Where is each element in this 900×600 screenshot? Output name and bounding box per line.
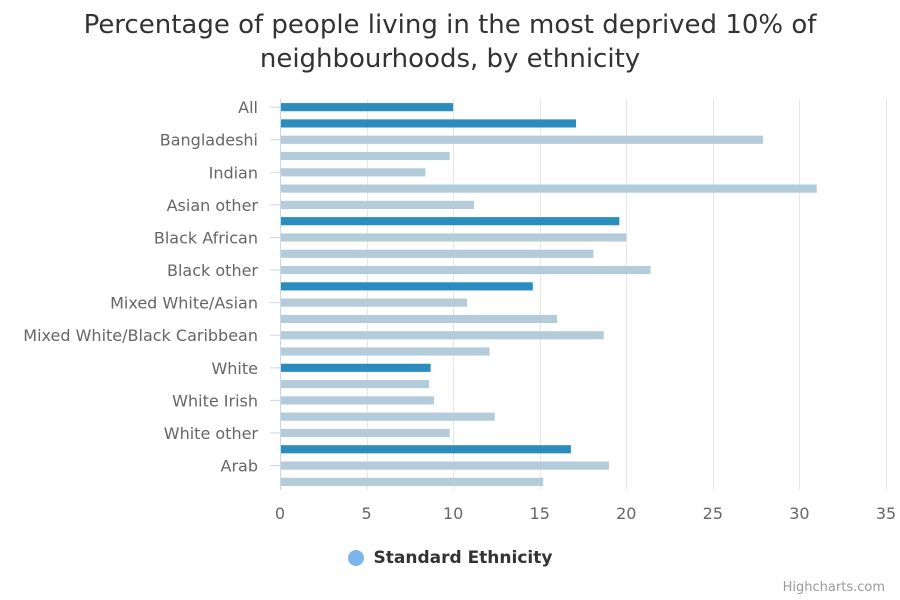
legend-dot-icon xyxy=(347,550,364,566)
bar[interactable] xyxy=(280,168,426,177)
category-label: White Irish xyxy=(172,391,258,410)
category-label: White xyxy=(211,359,258,378)
legend-label: Standard Ethnicity xyxy=(373,548,553,568)
chart-title-line-1: Percentage of people living in the most … xyxy=(83,10,817,40)
bar[interactable] xyxy=(280,217,620,226)
category-label: Black other xyxy=(167,261,258,280)
x-tick-label: 20 xyxy=(616,504,636,523)
category-label: Asian other xyxy=(167,196,259,215)
bar[interactable] xyxy=(280,119,577,128)
bar[interactable] xyxy=(280,298,467,307)
chart-title: Percentage of people living in the most … xyxy=(0,8,900,76)
bar[interactable] xyxy=(280,331,604,340)
bar[interactable] xyxy=(280,477,544,486)
bar[interactable] xyxy=(280,363,431,372)
x-tick-label: 25 xyxy=(703,504,723,523)
bar[interactable] xyxy=(280,151,450,161)
bar[interactable] xyxy=(280,282,533,291)
bar[interactable] xyxy=(280,347,490,356)
legend: Standard Ethnicity xyxy=(0,548,900,570)
x-tick-label: 35 xyxy=(876,504,896,523)
bar[interactable] xyxy=(280,380,429,389)
credits-link[interactable]: Highcharts.com xyxy=(782,580,885,595)
category-label: All xyxy=(238,98,258,117)
bar[interactable] xyxy=(280,445,571,454)
x-tick-label: 10 xyxy=(443,504,463,523)
bar[interactable] xyxy=(280,184,817,193)
x-tick-label: 5 xyxy=(361,504,371,523)
bar[interactable] xyxy=(280,103,454,112)
bar[interactable] xyxy=(280,200,474,209)
bar[interactable] xyxy=(280,249,594,258)
category-label: Black African xyxy=(154,228,258,247)
bar[interactable] xyxy=(280,233,627,242)
category-label: White other xyxy=(164,424,259,443)
bar[interactable] xyxy=(280,461,609,470)
bar[interactable] xyxy=(280,396,435,405)
x-tick-label: 15 xyxy=(530,504,550,523)
category-label: Mixed White/Black Caribbean xyxy=(23,326,258,345)
category-label: Mixed White/Asian xyxy=(110,294,258,313)
x-tick-label: 0 xyxy=(275,504,285,523)
category-label: Indian xyxy=(209,163,258,182)
category-label: Bangladeshi xyxy=(160,131,258,150)
bar[interactable] xyxy=(280,265,651,275)
x-tick-label: 30 xyxy=(789,504,809,523)
category-label: Arab xyxy=(221,457,258,476)
legend-item-standard-ethnicity[interactable]: Standard Ethnicity xyxy=(347,548,553,568)
bar[interactable] xyxy=(280,428,450,438)
bar[interactable] xyxy=(280,412,495,421)
bar[interactable] xyxy=(280,135,764,144)
bar[interactable] xyxy=(280,314,558,324)
chart-title-line-2: neighbourhoods, by ethnicity xyxy=(259,44,641,74)
